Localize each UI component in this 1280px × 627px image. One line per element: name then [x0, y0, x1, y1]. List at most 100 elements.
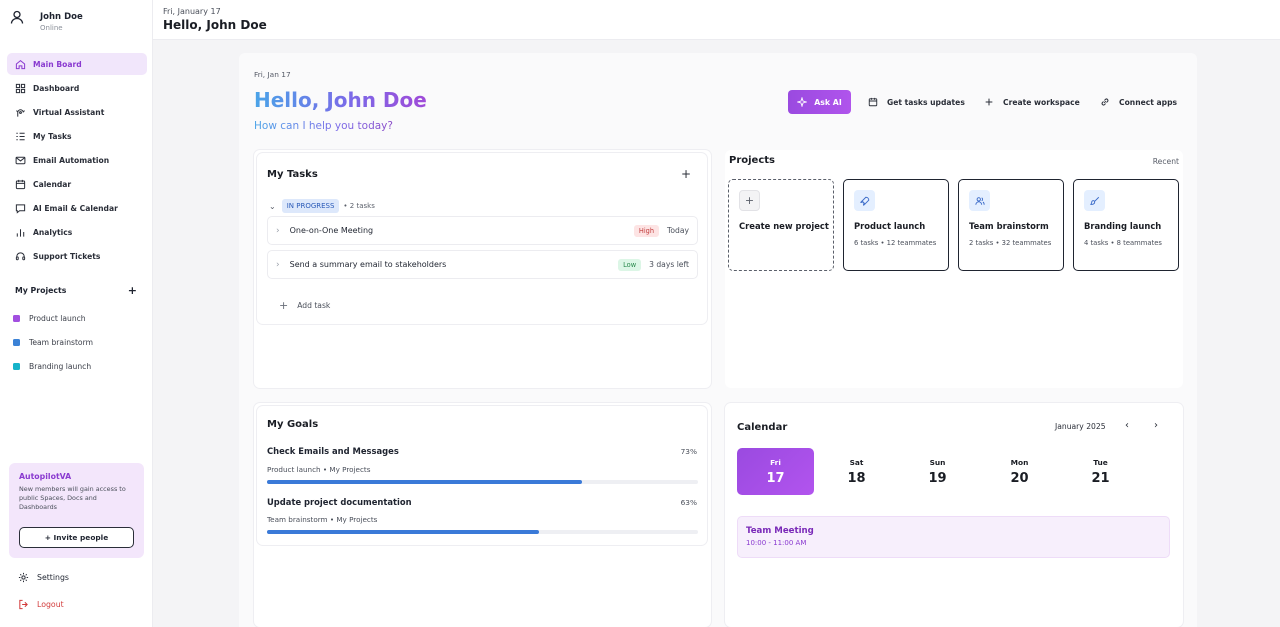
task-name: Send a summary email to stakeholders — [289, 260, 447, 269]
recent-filter[interactable]: Recent — [1152, 157, 1179, 166]
create-workspace-button[interactable]: Create workspace — [984, 90, 1080, 114]
day-number: 19 — [928, 471, 947, 486]
my-tasks-card: My Tasks + ⌄ IN PROGRESS • 2 tasks › One… — [254, 150, 711, 388]
project-name: Branding launch — [1084, 221, 1162, 231]
task-due: Today — [667, 226, 689, 235]
project-label: Team brainstorm — [29, 337, 93, 347]
tasks-icon — [16, 132, 25, 140]
goal-progress-fill — [267, 480, 582, 484]
goal-meta: Product launch • My Projects — [267, 465, 371, 474]
calendar-day-selected[interactable]: Fri 17 — [737, 448, 814, 495]
add-project-button[interactable]: + — [127, 284, 137, 297]
chevron-right-icon: › — [276, 225, 280, 236]
create-project-tile[interactable]: + Create new project — [728, 179, 834, 271]
event-time: 10:00 - 11:00 AM — [746, 539, 807, 547]
create-project-label: Create new project — [739, 221, 829, 231]
add-task-plus-button[interactable]: + — [681, 167, 692, 181]
calendar-day[interactable]: Sun 19 — [899, 448, 976, 495]
sidebar-item-support-tickets[interactable]: Support Tickets — [7, 245, 147, 267]
sidebar-item-virtual-assistant[interactable]: Virtual Assistant — [7, 101, 147, 123]
mail-icon — [15, 156, 26, 164]
calendar-next-button[interactable]: › — [1154, 420, 1158, 431]
sidebar-item-ai-email-calendar[interactable]: AI Email & Calendar — [7, 197, 147, 219]
logout-icon — [19, 599, 28, 610]
task-row[interactable]: › Send a summary email to stakeholders L… — [267, 250, 698, 279]
sidebar: John Doe Online Main Board Dashboard Vir… — [0, 0, 153, 627]
my-projects-title: My Projects — [15, 286, 67, 295]
goal-percent: 63% — [680, 498, 697, 507]
task-status-group[interactable]: ⌄ IN PROGRESS • 2 tasks — [269, 199, 375, 213]
sidebar-item-dashboard[interactable]: Dashboard — [7, 77, 147, 99]
logout-button[interactable]: Logout — [18, 599, 64, 610]
link-icon — [1101, 98, 1109, 106]
sidebar-item-label: Email Automation — [33, 155, 110, 165]
rocket-icon — [854, 190, 875, 211]
task-count: • 2 tasks — [343, 202, 375, 210]
sidebar-project-team-brainstorm[interactable]: Team brainstorm — [13, 330, 93, 354]
plus-icon: + — [739, 190, 760, 211]
promo-title: AutopilotVA — [19, 472, 72, 481]
task-row[interactable]: › One-on-One Meeting High Today — [267, 216, 698, 245]
day-number: 18 — [847, 471, 866, 486]
task-updates-label: Get tasks updates — [887, 97, 965, 107]
goal-title: Update project documentation — [267, 497, 412, 507]
main-date: Fri, Jan 17 — [254, 70, 291, 79]
dashboard-icon — [15, 83, 26, 93]
topbar: Fri, January 17 Hello, John Doe — [153, 0, 1280, 40]
day-name: Tue — [1093, 458, 1108, 467]
sidebar-item-label: Virtual Assistant — [33, 107, 105, 117]
connect-apps-button[interactable]: Connect apps — [1100, 90, 1177, 114]
my-projects-header: My Projects + — [15, 284, 137, 297]
promo-text: New members will gain access to public S… — [19, 485, 126, 511]
day-number: 20 — [1010, 471, 1029, 486]
project-color-dot — [13, 362, 20, 370]
plus-icon: + — [279, 299, 289, 312]
sidebar-item-calendar[interactable]: Calendar — [7, 173, 147, 195]
day-name: Sun — [929, 458, 946, 467]
calendar-prev-button[interactable]: ‹ — [1125, 420, 1129, 431]
calendar-day[interactable]: Tue 21 — [1062, 448, 1139, 495]
my-tasks-title: My Tasks — [267, 169, 318, 180]
project-meta: 2 tasks • 32 teammates — [969, 239, 1052, 247]
sidebar-item-main-board[interactable]: Main Board — [7, 53, 147, 75]
my-tasks-panel: My Tasks + ⌄ IN PROGRESS • 2 tasks › One… — [257, 153, 707, 324]
sidebar-item-label: Dashboard — [33, 83, 80, 93]
sidebar-item-email-automation[interactable]: Email Automation — [7, 149, 147, 171]
my-goals-panel: My Goals Check Emails and Messages 73% P… — [257, 406, 707, 545]
sidebar-item-my-tasks[interactable]: My Tasks — [7, 125, 147, 147]
project-name: Product launch — [854, 221, 926, 231]
settings-button[interactable]: Settings — [18, 572, 69, 583]
topbar-greeting: Hello, John Doe — [163, 18, 267, 32]
calendar-card: Calendar January 2025 ‹ › Fri 17 Sat 18 … — [725, 403, 1183, 627]
page-title: Hello, John Doe — [254, 88, 427, 112]
chat-icon — [15, 203, 26, 214]
project-tile-product-launch[interactable]: Product launch 6 tasks • 12 teammates — [843, 179, 949, 271]
topbar-date: Fri, January 17 — [163, 7, 221, 16]
task-due: 3 days left — [649, 260, 689, 269]
project-tile-team-brainstorm[interactable]: Team brainstorm 2 tasks • 32 teammates — [958, 179, 1064, 271]
calendar-day[interactable]: Mon 20 — [981, 448, 1058, 495]
invite-promo-card: AutopilotVA New members will gain access… — [9, 463, 144, 558]
sidebar-project-branding-launch[interactable]: Branding launch — [13, 354, 93, 378]
add-task-button[interactable]: + Add task — [279, 299, 330, 312]
my-projects-list: Product launch Team brainstorm Branding … — [13, 306, 93, 378]
calendar-day[interactable]: Sat 18 — [818, 448, 895, 495]
goal-percent: 73% — [680, 447, 697, 456]
calendar-event[interactable]: Team Meeting 10:00 - 11:00 AM — [737, 516, 1170, 558]
project-tile-branding-launch[interactable]: Branding launch 4 tasks • 8 teammates — [1073, 179, 1179, 271]
project-name: Team brainstorm — [969, 221, 1049, 231]
sidebar-project-product-launch[interactable]: Product launch — [13, 306, 93, 330]
invite-people-button[interactable]: + Invite people — [19, 527, 134, 548]
get-task-updates-button[interactable]: Get tasks updates — [868, 90, 965, 114]
projects-title: Projects — [729, 155, 776, 166]
users-icon — [969, 190, 990, 211]
chevron-right-icon: › — [276, 259, 280, 270]
home-icon — [15, 59, 26, 69]
goal-progress-bar — [267, 530, 698, 534]
event-title: Team Meeting — [746, 526, 814, 536]
sidebar-item-analytics[interactable]: Analytics — [7, 221, 147, 243]
priority-badge: Low — [618, 258, 642, 271]
ask-ai-button[interactable]: Ask AI — [788, 90, 851, 114]
goal-progress-fill — [267, 530, 539, 534]
project-label: Product launch — [29, 313, 86, 323]
